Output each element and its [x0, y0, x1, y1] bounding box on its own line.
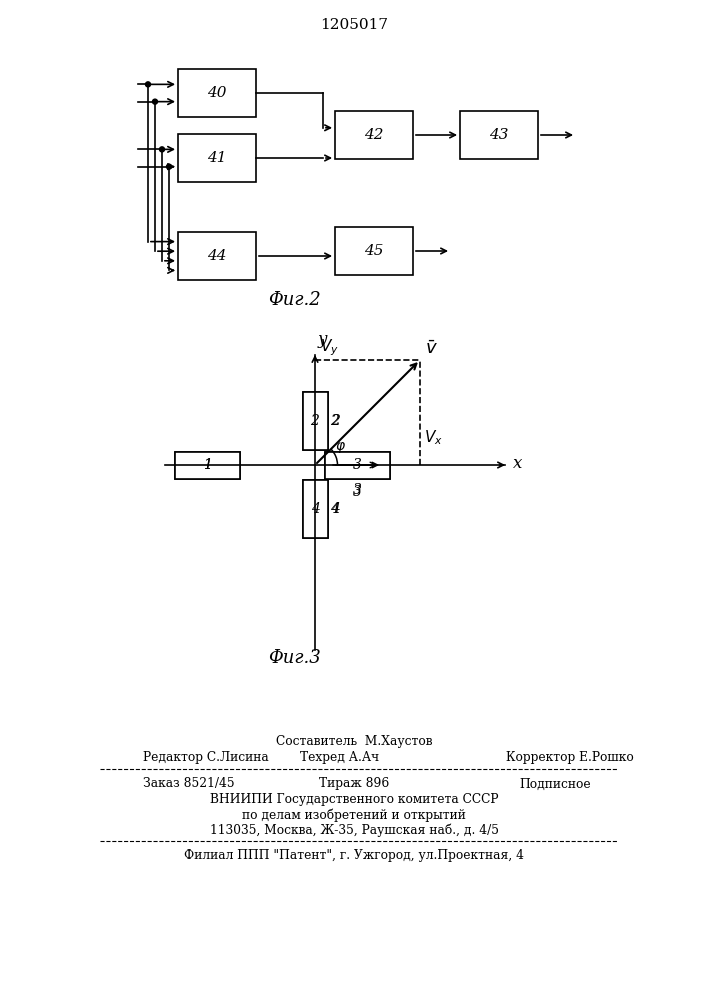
Text: Составитель  М.Хаустов: Составитель М.Хаустов — [276, 736, 432, 748]
Text: $V_y$: $V_y$ — [320, 337, 339, 358]
Bar — [460, 111, 538, 159]
Text: $\bar{v}$: $\bar{v}$ — [425, 340, 438, 358]
Bar — [178, 69, 256, 117]
Bar — [175, 452, 240, 479]
Text: 44: 44 — [207, 249, 227, 263]
Text: Тираж 896: Тираж 896 — [319, 778, 389, 790]
Text: 43: 43 — [489, 128, 509, 142]
Text: 1: 1 — [203, 458, 212, 472]
Text: 40: 40 — [207, 86, 227, 100]
Bar — [335, 227, 413, 275]
Bar — [335, 111, 413, 159]
Text: x: x — [513, 454, 522, 472]
Text: Корректор Е.Рошко: Корректор Е.Рошко — [506, 752, 634, 764]
Text: 3: 3 — [353, 458, 362, 472]
Bar — [178, 232, 256, 280]
Bar — [325, 452, 390, 479]
Text: 4: 4 — [330, 502, 339, 516]
Text: Филиал ППП "Патент", г. Ужгород, ул.Проектная, 4: Филиал ППП "Патент", г. Ужгород, ул.Прое… — [184, 848, 524, 861]
Text: 3: 3 — [353, 484, 362, 497]
Circle shape — [167, 164, 172, 169]
Circle shape — [160, 147, 165, 152]
Bar — [303, 392, 327, 450]
Text: 1205017: 1205017 — [320, 18, 388, 32]
Text: 3: 3 — [353, 485, 362, 498]
Text: Φиг.2: Φиг.2 — [269, 291, 322, 309]
Text: 4: 4 — [332, 502, 340, 516]
Text: y: y — [318, 331, 327, 348]
Text: $V_x$: $V_x$ — [424, 428, 443, 447]
Text: $\varphi$: $\varphi$ — [335, 440, 346, 455]
Text: 41: 41 — [207, 151, 227, 165]
Text: 45: 45 — [364, 244, 384, 258]
Text: Редактор С.Лисина: Редактор С.Лисина — [143, 752, 269, 764]
Text: по делам изобретений и открытий: по делам изобретений и открытий — [242, 808, 466, 822]
Bar — [325, 452, 390, 479]
Bar — [178, 134, 256, 182]
Text: 2: 2 — [332, 414, 340, 428]
Circle shape — [146, 82, 151, 87]
Text: ВНИИПИ Государственного комитета СССР: ВНИИПИ Государственного комитета СССР — [210, 794, 498, 806]
Text: 2: 2 — [330, 414, 339, 428]
Bar — [175, 452, 240, 479]
Text: 2: 2 — [310, 414, 320, 428]
Circle shape — [153, 99, 158, 104]
Bar — [303, 480, 327, 538]
Text: 42: 42 — [364, 128, 384, 142]
Text: Φиг.3: Φиг.3 — [269, 649, 322, 667]
Text: 4: 4 — [310, 502, 320, 516]
Text: 1: 1 — [203, 458, 212, 472]
Bar — [303, 480, 327, 538]
Text: Подписное: Подписное — [519, 778, 591, 790]
Bar — [303, 392, 327, 450]
Text: 113035, Москва, Ж-35, Раушская наб., д. 4/5: 113035, Москва, Ж-35, Раушская наб., д. … — [209, 823, 498, 837]
Text: Техред А.Ач: Техред А.Ач — [300, 752, 380, 764]
Text: Заказ 8521/45: Заказ 8521/45 — [143, 778, 235, 790]
